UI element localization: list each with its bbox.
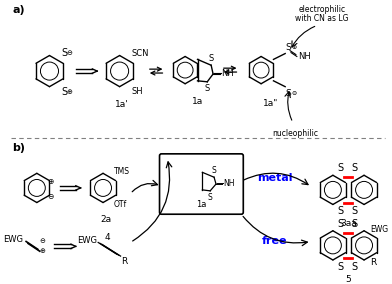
Text: nucleophilic: nucleophilic [272, 129, 318, 137]
Text: S: S [338, 262, 344, 272]
Text: 2a: 2a [100, 215, 112, 224]
Text: ⊕: ⊕ [66, 89, 72, 95]
Text: TMS: TMS [114, 167, 130, 176]
Text: ⊖: ⊖ [40, 239, 45, 245]
Text: R: R [122, 257, 128, 266]
Text: 3aa: 3aa [340, 219, 357, 228]
Text: ⊕: ⊕ [40, 248, 45, 254]
Text: S: S [212, 166, 216, 175]
Text: S: S [285, 43, 291, 52]
Text: EWG: EWG [3, 235, 23, 244]
Text: NH: NH [221, 68, 234, 78]
Text: 5: 5 [346, 275, 351, 284]
Text: a): a) [13, 5, 25, 15]
Text: S: S [61, 49, 67, 59]
Text: ⊖: ⊖ [66, 49, 72, 55]
Text: OTf: OTf [114, 200, 127, 209]
Text: ⊕: ⊕ [291, 45, 296, 50]
Text: 1a: 1a [192, 97, 203, 106]
Text: electrophilic: electrophilic [299, 5, 346, 14]
Text: S: S [205, 84, 210, 93]
Text: S: S [338, 206, 344, 216]
Text: 4: 4 [104, 233, 110, 242]
Text: 1a": 1a" [263, 99, 278, 108]
Text: S: S [209, 54, 214, 63]
Text: S: S [338, 163, 344, 173]
Text: ⊖: ⊖ [291, 91, 296, 95]
FancyBboxPatch shape [160, 154, 243, 214]
Text: S: S [338, 219, 344, 229]
Text: ⊕: ⊕ [47, 177, 54, 186]
Text: R: R [370, 258, 376, 268]
Text: S: S [61, 87, 67, 97]
Text: ⊖: ⊖ [47, 192, 54, 201]
Text: EWG: EWG [370, 225, 388, 234]
Text: metal: metal [257, 173, 292, 183]
Text: S: S [351, 262, 358, 272]
Text: NH: NH [223, 179, 234, 187]
Text: 1a: 1a [196, 200, 207, 209]
Text: with CN as LG: with CN as LG [296, 14, 349, 23]
Text: EWG: EWG [77, 236, 97, 245]
Text: 1a': 1a' [115, 100, 129, 109]
Text: free: free [262, 236, 287, 246]
Text: b): b) [13, 143, 25, 153]
Text: S: S [351, 219, 358, 229]
Text: SH: SH [131, 87, 143, 96]
Text: S: S [351, 163, 358, 173]
Text: S: S [208, 193, 212, 202]
Text: SCN: SCN [131, 49, 149, 59]
Text: S: S [285, 89, 291, 98]
Text: NH: NH [298, 52, 310, 61]
Text: S: S [351, 206, 358, 216]
